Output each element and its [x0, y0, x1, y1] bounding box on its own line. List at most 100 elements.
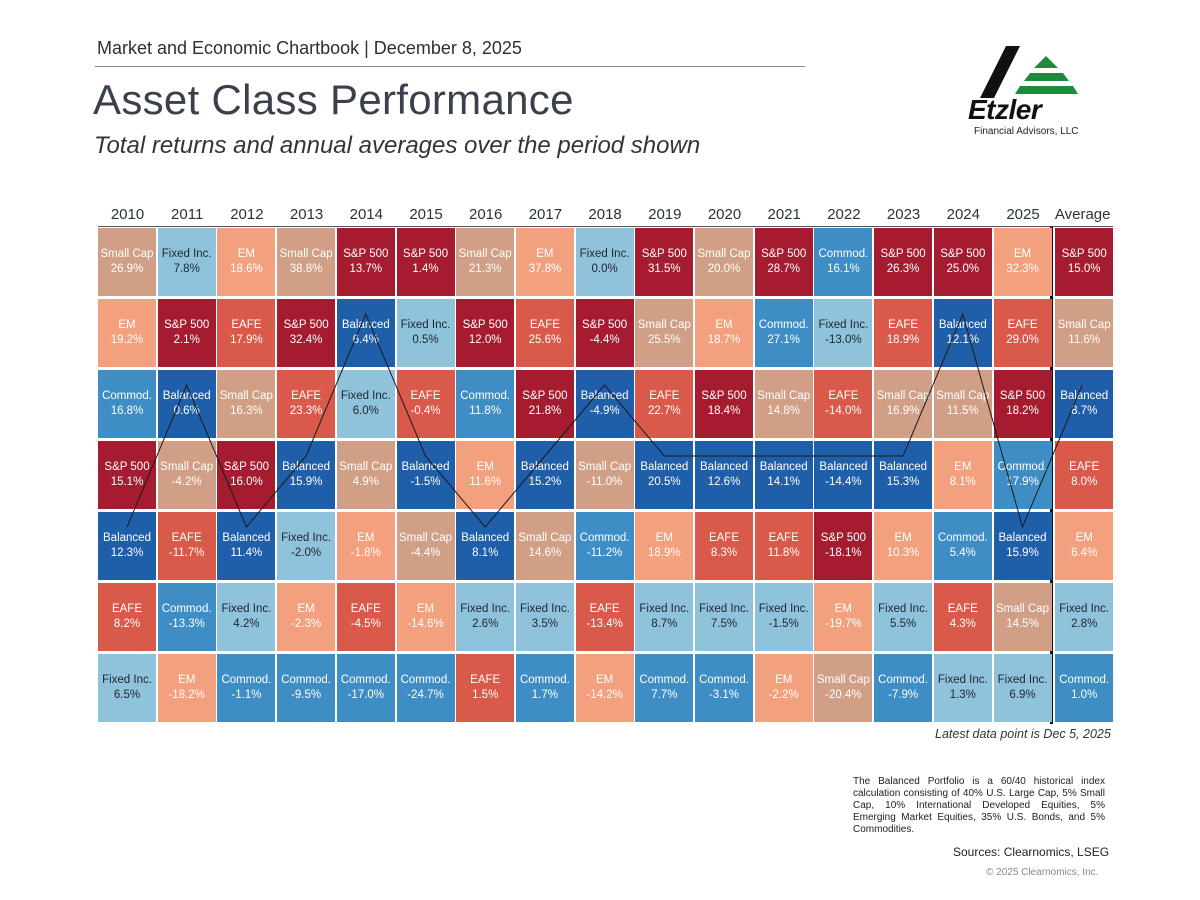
cell-asset-name: Balanced [341, 319, 390, 331]
cell-return-value: 6.4% [1071, 547, 1098, 559]
quilt-cell: EM 18.7% [695, 299, 753, 367]
cell-asset-name: Small Cap [160, 461, 214, 473]
column-header-2025: 2025 [1006, 206, 1040, 223]
cell-return-value: -2.3% [291, 618, 322, 630]
cell-asset-name: Commod. [579, 532, 630, 544]
cell-asset-name: Fixed Inc. [161, 248, 212, 260]
quilt-cell: Fixed Inc. 0.0% [575, 228, 634, 296]
page-title: Asset Class Performance [93, 76, 574, 123]
cell-return-value: -11.7% [168, 547, 205, 559]
cell-return-value: 16.0% [230, 476, 263, 488]
cell-asset-name: Fixed Inc. [1059, 603, 1110, 615]
column-header-2014: 2014 [349, 206, 383, 223]
cell-return-value: 5.4% [949, 547, 976, 559]
cell-asset-name: Commod. [221, 674, 272, 686]
quilt-cell: EM 18.9% [635, 512, 694, 580]
cell-return-value: 7.7% [651, 689, 678, 701]
cell-asset-name: S&P 500 [940, 248, 986, 260]
cell-asset-name: Fixed Inc. [937, 674, 988, 686]
quilt-cell: Balanced -1.5% [396, 441, 455, 509]
cell-asset-name: EM [476, 461, 494, 473]
quilt-cell: EM 19.2% [98, 299, 156, 367]
cell-return-value: 11.4% [230, 547, 263, 559]
cell-return-value: 16.1% [827, 263, 860, 275]
cell-asset-name: Balanced [103, 532, 151, 544]
cell-return-value: 27.1% [767, 334, 800, 346]
cell-asset-name: Small Cap [398, 532, 453, 544]
quilt-cell: EM 11.6% [456, 441, 515, 509]
cell-asset-name: EM [297, 603, 315, 615]
quilt-cell: Fixed Inc. -13.0% [814, 299, 873, 367]
cell-return-value: 16.3% [230, 405, 263, 417]
quilt-cell: EAFE 8.3% [695, 512, 753, 580]
cell-asset-name: Small Cap [1057, 319, 1111, 331]
quilt-cell: EAFE 4.3% [933, 583, 992, 651]
cell-return-value: 14.6% [528, 547, 562, 559]
cell-asset-name: S&P 500 [761, 248, 807, 260]
quilt-cell: S&P 500 15.1% [98, 441, 156, 509]
quilt-cell: S&P 500 25.0% [933, 228, 992, 296]
cell-return-value: 12.3% [110, 547, 144, 559]
quilt-cell: S&P 500 15.0% [1055, 228, 1114, 296]
quilt-cell: S&P 500 1.4% [396, 228, 455, 296]
cell-return-value: -0.4% [410, 405, 441, 417]
cell-return-value: -14.0% [825, 405, 862, 417]
quilt-cell: Fixed Inc. 6.0% [336, 370, 395, 438]
cell-return-value: 37.8% [528, 263, 562, 275]
cell-asset-name: EAFE [470, 674, 501, 686]
cell-return-value: 6.9% [1009, 689, 1036, 701]
quilt-cell: Commod. -9.5% [277, 654, 336, 722]
cell-asset-name: Commod. [1059, 674, 1110, 686]
cell-return-value: 22.7% [647, 405, 681, 417]
cell-asset-name: Fixed Inc. [221, 603, 272, 615]
quilt-cell: S&P 500 31.5% [635, 228, 694, 296]
quilt-cell: EM 18.6% [217, 228, 276, 296]
cell-asset-name: Balanced [580, 390, 629, 402]
cell-return-value: 11.8% [767, 547, 800, 559]
cell-return-value: 1.0% [1071, 689, 1098, 701]
cell-asset-name: Small Cap [279, 248, 333, 260]
quilt-cell: Fixed Inc. 2.6% [456, 583, 515, 651]
cell-asset-name: Fixed Inc. [400, 319, 451, 331]
cell-return-value: 6.5% [113, 689, 141, 701]
cell-asset-name: Commod. [699, 674, 749, 686]
cell-asset-name: EM [595, 674, 614, 686]
quilt-cell: Fixed Inc. 0.5% [396, 299, 455, 367]
cell-return-value: 18.9% [647, 547, 681, 559]
quilt-cell: Balanced 6.4% [336, 299, 395, 367]
cell-asset-name: Small Cap [458, 248, 512, 260]
cell-asset-name: EM [1013, 248, 1032, 260]
cell-asset-name: Small Cap [757, 390, 811, 402]
balanced-portfolio-note: The Balanced Portfolio is a 60/40 histor… [853, 776, 1105, 835]
cell-asset-name: S&P 500 [641, 248, 687, 260]
cell-asset-name: Balanced [879, 461, 928, 473]
quilt-cell: EAFE 23.3% [277, 370, 336, 438]
quilt-cell: Small Cap 25.5% [635, 299, 694, 367]
cell-asset-name: Balanced [162, 390, 211, 402]
quilt-cell: Commod. -3.1% [695, 654, 753, 722]
quilt-cell: EAFE 17.9% [217, 299, 276, 367]
cell-asset-name: EM [118, 319, 136, 331]
cell-asset-name: EM [237, 248, 256, 260]
cell-return-value: -1.5% [410, 476, 441, 488]
page-subtitle: Total returns and annual averages over t… [94, 132, 701, 159]
cell-return-value: 31.5% [647, 263, 681, 275]
quilt-cell: Fixed Inc. 6.9% [993, 654, 1052, 722]
cell-return-value: 11.5% [946, 405, 979, 417]
asset-class-quilt-chart: Small Cap 26.9% EM 19.2% Commod. 16.8% S&P 500… [98, 200, 1114, 725]
cell-return-value: 15.0% [1067, 263, 1101, 275]
cell-return-value: -13.0% [825, 334, 862, 346]
cell-return-value: 11.6% [469, 476, 502, 488]
cell-asset-name: Fixed Inc. [818, 319, 869, 331]
cell-return-value: -17.0% [347, 689, 385, 701]
cell-asset-name: Commod. [460, 390, 511, 402]
cell-asset-name: Small Cap [518, 532, 572, 544]
cell-return-value: 1.5% [472, 689, 499, 701]
quilt-cell: EAFE 29.0% [993, 299, 1052, 367]
cell-return-value: -2.2% [768, 689, 799, 701]
cell-asset-name: Fixed Inc. [519, 603, 570, 615]
cell-asset-name: EM [715, 319, 733, 331]
cell-return-value: 10.3% [886, 547, 920, 559]
cell-return-value: 1.7% [531, 689, 558, 701]
cell-asset-name: EAFE [350, 603, 381, 615]
